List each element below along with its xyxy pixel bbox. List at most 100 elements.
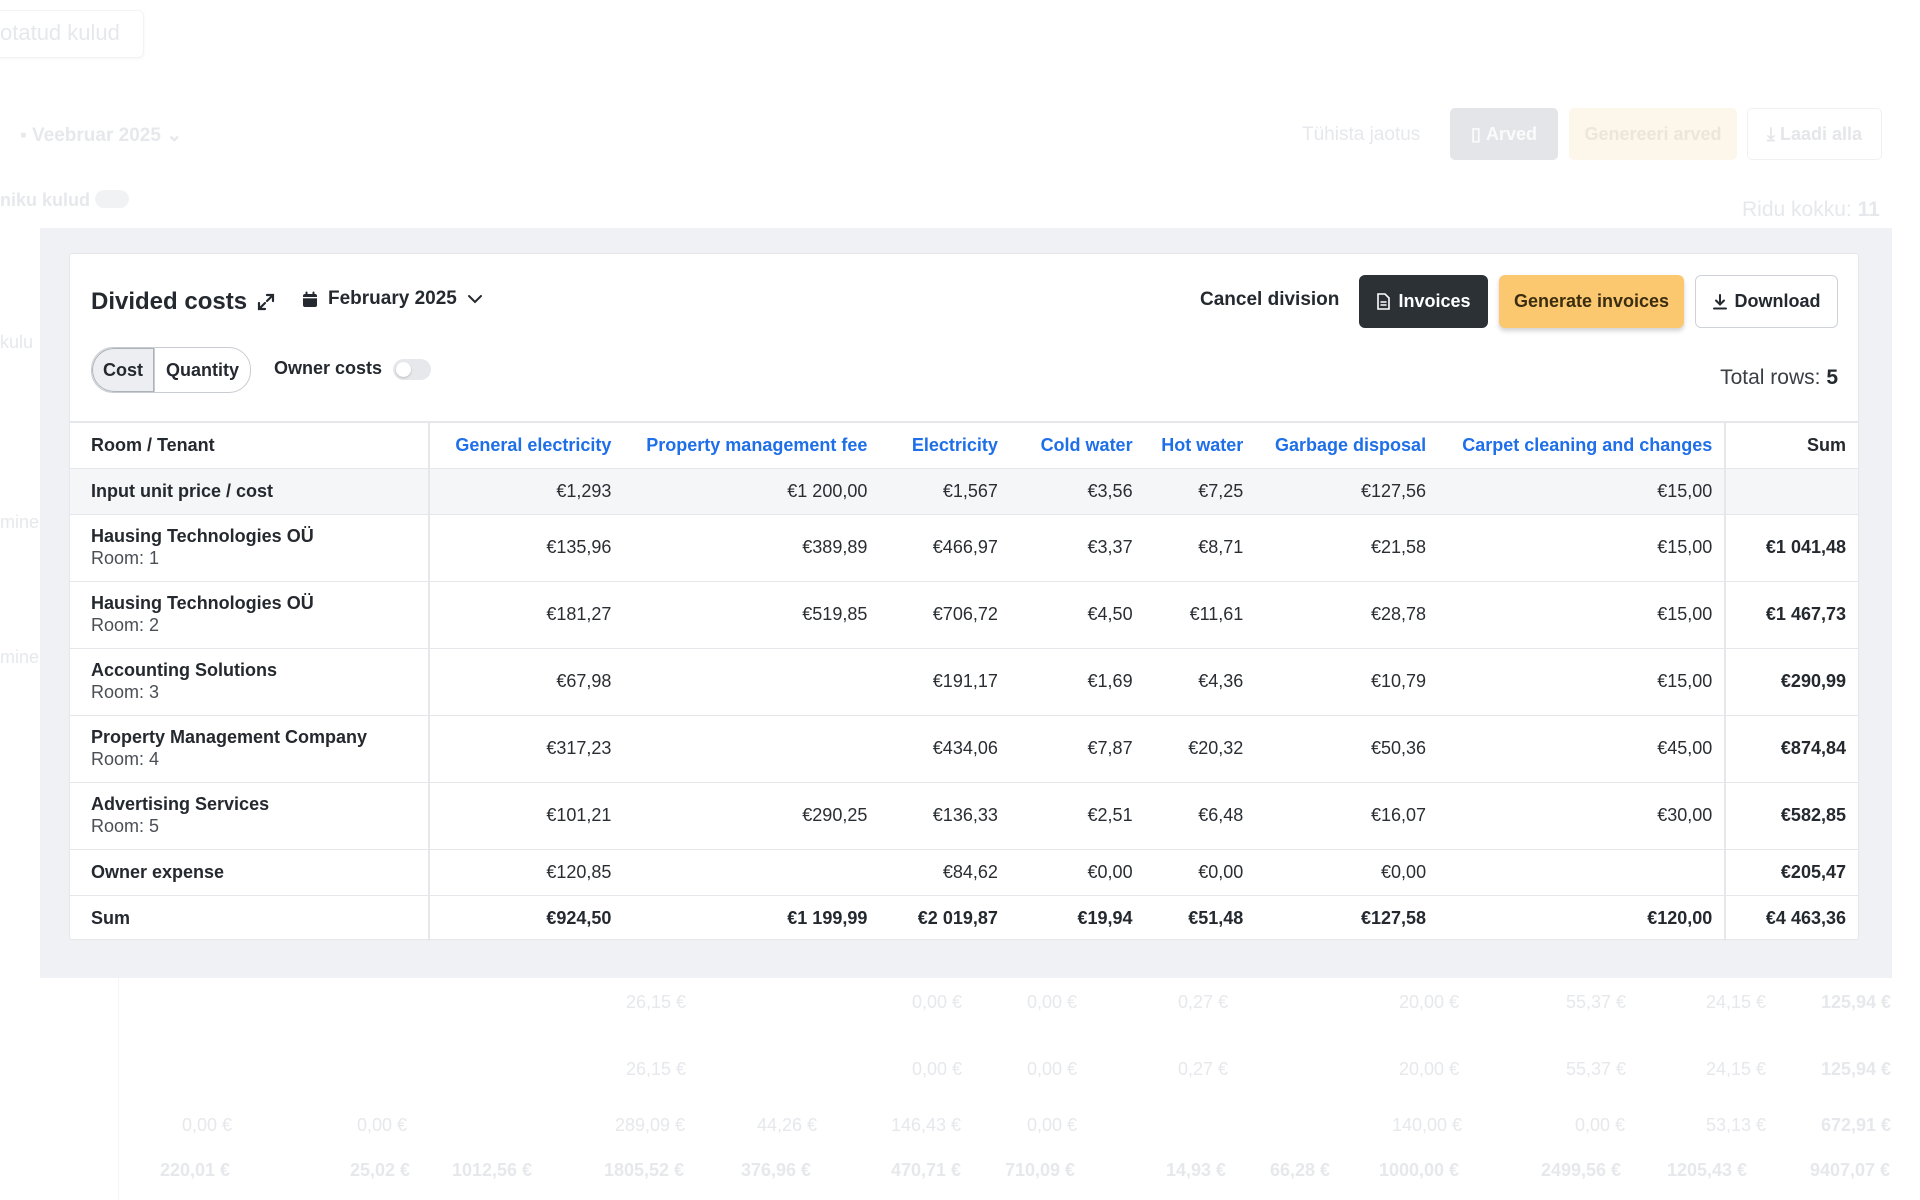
row-sum-cell: €582,85	[1724, 781, 1858, 849]
background-cell: 25,02 €	[350, 1160, 411, 1180]
cost-cell: €7,87	[1009, 714, 1145, 782]
download-label: Download	[1734, 291, 1821, 311]
chevron-down-icon	[467, 295, 482, 304]
cost-cell	[623, 647, 880, 715]
column-sum-cell: €1 199,99	[623, 894, 880, 941]
background-month-label: Veebruar 2025	[32, 125, 161, 146]
owner-expense-row: Owner expense €120,85 €84,62 €0,00 €0,00…	[70, 848, 1858, 895]
row-sum-cell: €874,84	[1724, 714, 1858, 782]
cost-cell: €181,27	[428, 580, 624, 648]
background-cell: 0,00 €	[912, 1059, 963, 1079]
background-total-label: Ridu kokku:	[1742, 198, 1852, 221]
row-sum-cell: €1 467,73	[1724, 580, 1858, 648]
calendar-icon	[303, 291, 317, 307]
invoices-button[interactable]: Invoices	[1359, 275, 1488, 328]
tenant-cell: Hausing Technologies OÜ Room: 1	[70, 513, 430, 581]
background-left-fragment: mine	[0, 512, 40, 532]
tenant-room: Room: 1	[91, 548, 160, 568]
cost-cell: €0,00	[1255, 848, 1439, 895]
background-download-label: Laadi alla	[1779, 123, 1863, 144]
background-cell: 0,00 €	[1027, 1115, 1078, 1135]
column-header-carpet-cleaning[interactable]: Carpet cleaning and changes	[1438, 421, 1726, 468]
background-invoices-label: Arved	[1485, 123, 1537, 144]
cost-cell: €15,00	[1438, 513, 1726, 581]
background-cell: 1000,00 €	[1379, 1160, 1460, 1180]
cost-cell: €4,36	[1144, 647, 1256, 715]
cost-cell: €0,00	[1009, 848, 1145, 895]
background-cell: 9407,07 €	[1810, 1160, 1891, 1180]
background-cancel-button: Tühista jaotus	[1302, 124, 1421, 145]
column-sum-cell: €127,58	[1255, 894, 1439, 941]
chevron-down-icon: ⌄	[166, 125, 183, 146]
column-header-electricity[interactable]: Electricity	[879, 421, 1010, 468]
row-label: Sum	[70, 894, 430, 941]
tenant-name: Hausing Technologies OÜ	[91, 526, 314, 546]
table-row: Accounting Solutions Room: 3 €67,98 €191…	[70, 647, 1858, 715]
owner-costs-toggle[interactable]	[393, 359, 431, 380]
header-row: Room / Tenant General electricity Proper…	[70, 421, 1858, 468]
input-unit-price-row: Input unit price / cost €1,293 €1 200,00…	[70, 467, 1858, 514]
background-cell: 470,71 €	[891, 1160, 962, 1180]
cost-cell: €50,36	[1255, 714, 1439, 782]
download-icon	[1712, 293, 1727, 309]
background-cell: 20,00 €	[1399, 992, 1460, 1012]
background-cell: 672,91 €	[1821, 1115, 1892, 1135]
modal-title: Divided costs	[91, 288, 248, 315]
cost-cell: €16,07	[1255, 781, 1439, 849]
tenant-name: Hausing Technologies OÜ	[91, 593, 314, 613]
cancel-division-button[interactable]: Cancel division	[1200, 289, 1340, 310]
tenant-cell: Advertising Services Room: 5	[70, 781, 430, 849]
unit-price-cell: €1 200,00	[623, 467, 880, 514]
background-title-box	[0, 10, 144, 58]
month-picker[interactable]: February 2025	[302, 288, 483, 310]
column-sum-cell: €2 019,87	[879, 894, 1010, 941]
column-header-garbage-disposal[interactable]: Garbage disposal	[1255, 421, 1439, 468]
grand-total-cell: €4 463,36	[1724, 894, 1858, 941]
column-header-general-electricity[interactable]: General electricity	[428, 421, 624, 468]
unit-price-cell: €3,56	[1009, 467, 1145, 514]
tenant-room: Room: 4	[91, 749, 160, 769]
background-download-button: ⤓ Laadi alla	[1747, 108, 1882, 160]
background-left-fragment: mine	[0, 647, 40, 667]
download-button[interactable]: Download	[1695, 275, 1838, 328]
quantity-tab[interactable]: Quantity	[166, 359, 240, 380]
modal-overlay: Divided costs February 2025 Cancel divis…	[40, 228, 1892, 978]
tenant-room: Room: 5	[91, 816, 160, 836]
table-row: Advertising Services Room: 5 €101,21 €29…	[70, 781, 1858, 849]
background-cell: 55,37 €	[1566, 1059, 1627, 1079]
background-cell: 24,15 €	[1706, 992, 1767, 1012]
background-cell: 0,00 €	[1575, 1115, 1626, 1135]
background-owner-costs-toggle	[95, 190, 129, 208]
background-cell: 55,37 €	[1566, 992, 1627, 1012]
cost-cell: €84,62	[879, 848, 1010, 895]
unit-price-cell: €1,567	[879, 467, 1010, 514]
row-label: Input unit price / cost	[70, 467, 430, 514]
cost-quantity-switch: Cost Quantity	[91, 347, 252, 393]
background-cell: 0,00 €	[912, 992, 963, 1012]
unit-price-cell: €15,00	[1438, 467, 1726, 514]
background-cell: 2499,56 €	[1541, 1160, 1622, 1180]
unit-price-cell: €7,25	[1144, 467, 1256, 514]
column-header-property-management-fee[interactable]: Property management fee	[623, 421, 880, 468]
cost-tab[interactable]: Cost	[92, 348, 155, 392]
document-icon: ▯	[1471, 123, 1481, 144]
background-total-rows: Ridu kokku: 11	[1742, 198, 1880, 222]
sum-row: Sum €924,50 €1 199,99 €2 019,87 €19,94 €…	[70, 894, 1858, 941]
total-rows-label: Total rows:	[1720, 366, 1821, 389]
column-header-sum: Sum	[1724, 421, 1858, 468]
row-sum-cell: €205,47	[1724, 848, 1858, 895]
background-owner-costs-label: niku kulud	[0, 190, 90, 210]
row-sum-cell: €290,99	[1724, 647, 1858, 715]
generate-invoices-button[interactable]: Generate invoices	[1499, 275, 1684, 328]
expand-icon[interactable]	[256, 292, 276, 312]
column-header-cold-water[interactable]: Cold water	[1009, 421, 1145, 468]
background-cell: 0,27 €	[1178, 992, 1229, 1012]
unit-price-cell: €127,56	[1255, 467, 1439, 514]
cost-cell: €8,71	[1144, 513, 1256, 581]
cost-cell: €28,78	[1255, 580, 1439, 648]
cost-cell: €135,96	[428, 513, 624, 581]
column-header-hot-water[interactable]: Hot water	[1144, 421, 1256, 468]
tenant-name: Advertising Services	[91, 794, 270, 814]
cost-cell: €20,32	[1144, 714, 1256, 782]
